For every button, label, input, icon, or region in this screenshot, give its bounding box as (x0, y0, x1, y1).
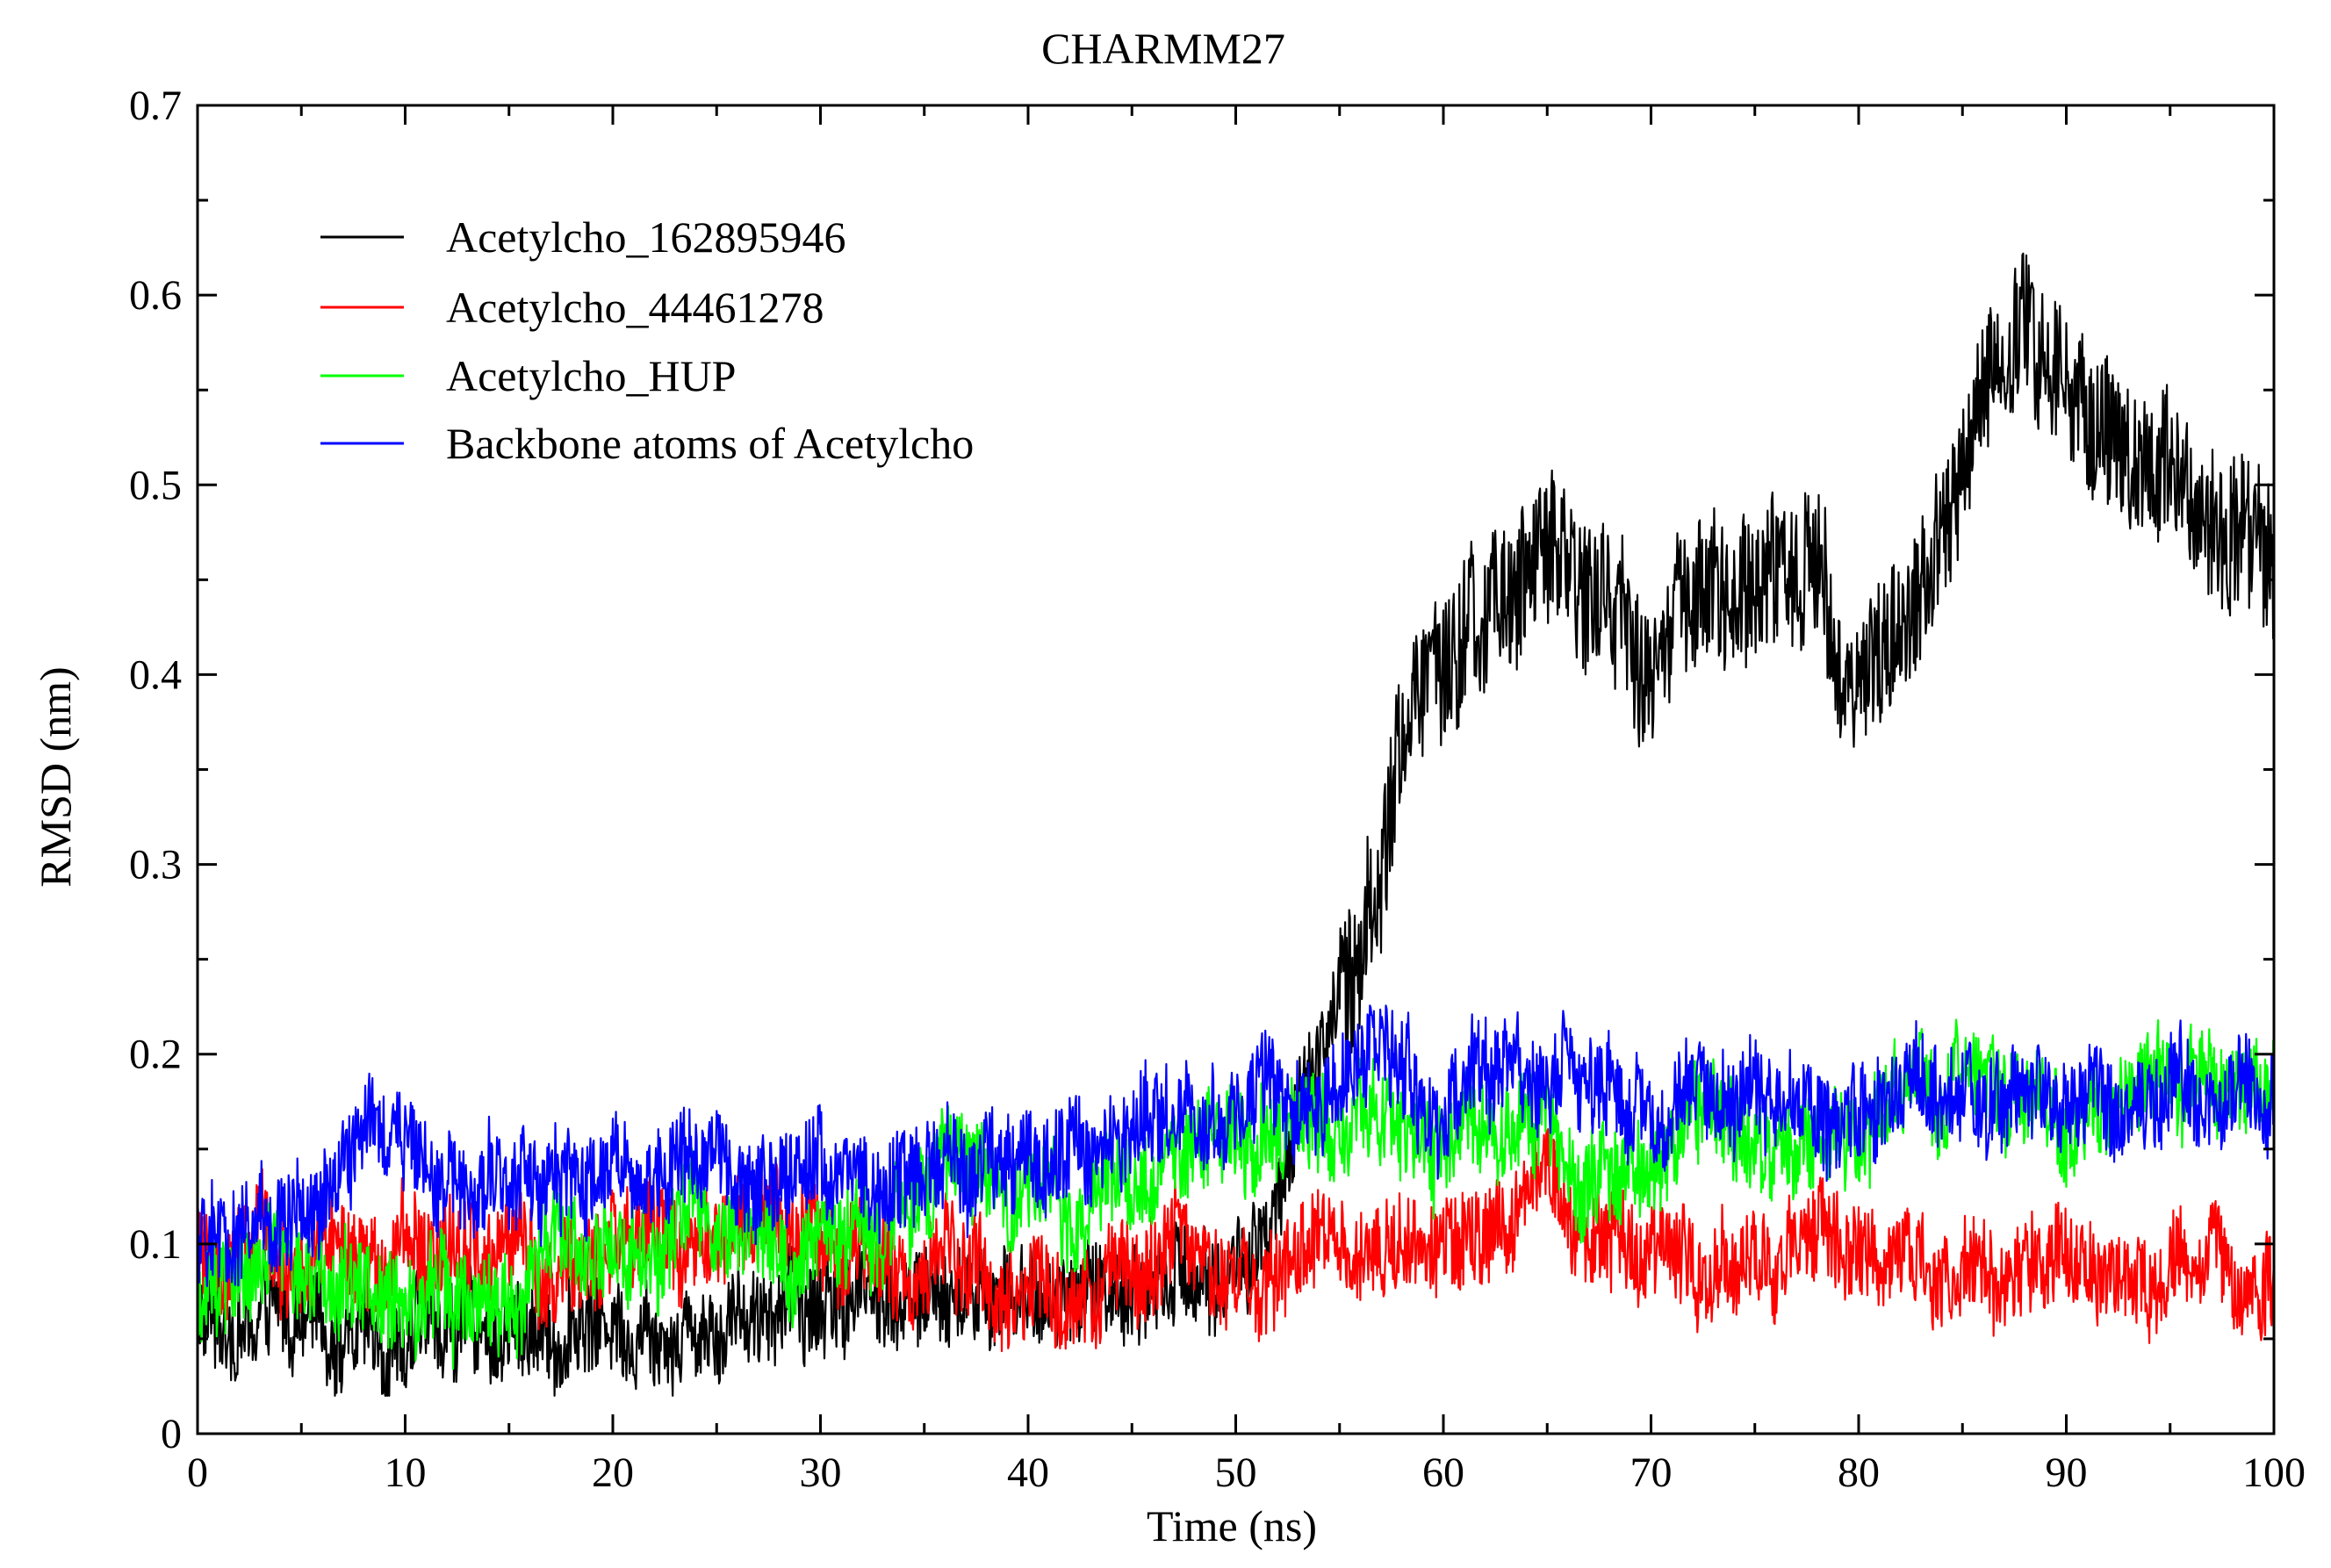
y-tick-label: 0.1 (129, 1221, 182, 1268)
x-tick-label: 30 (800, 1449, 842, 1496)
y-tick-label: 0 (161, 1411, 182, 1457)
y-axis-label: RMSD (nm) (31, 666, 80, 887)
y-tick-label: 0.5 (129, 462, 182, 508)
x-tick-label: 100 (2242, 1449, 2306, 1496)
x-tick-label: 40 (1007, 1449, 1049, 1496)
series-line-3 (196, 1004, 2275, 1288)
chart-title: CHARMM27 (1041, 24, 1285, 73)
y-tick-label: 0.6 (129, 272, 182, 319)
x-tick-label: 10 (385, 1449, 427, 1496)
legend-label-backbone: Backbone atoms of Acetylcho (446, 419, 974, 468)
series-line-1 (196, 1127, 2276, 1353)
legend: Acetylcho_162895946 Acetylcho_44461278 A… (320, 212, 974, 468)
y-tick-label: 0.2 (129, 1032, 182, 1078)
legend-label-acetylcho-162895946: Acetylcho_162895946 (446, 212, 845, 262)
x-tick-label: 50 (1215, 1449, 1257, 1496)
y-tick-label: 0.7 (129, 83, 182, 129)
x-tick-label: 70 (1630, 1449, 1673, 1496)
tick-layer: 0 10 20 30 40 50 60 70 80 90 100 0 0.1 0.2 0.3 0.4 0.5 0.… (129, 83, 2306, 1496)
x-tick-label: 20 (592, 1449, 634, 1496)
x-tick-label: 0 (187, 1449, 208, 1496)
legend-label-acetylcho-44461278: Acetylcho_44461278 (446, 283, 824, 332)
y-tick-label: 0.4 (129, 651, 182, 698)
legend-label-acetylcho-hup: Acetylcho_HUP (446, 351, 737, 400)
x-tick-label: 90 (2046, 1449, 2088, 1496)
x-tick-label: 60 (1422, 1449, 1464, 1496)
series-layer (196, 252, 2276, 1397)
x-tick-label: 80 (1838, 1449, 1880, 1496)
y-tick-label: 0.3 (129, 842, 182, 888)
x-axis-label: Time (ns) (1147, 1501, 1317, 1550)
